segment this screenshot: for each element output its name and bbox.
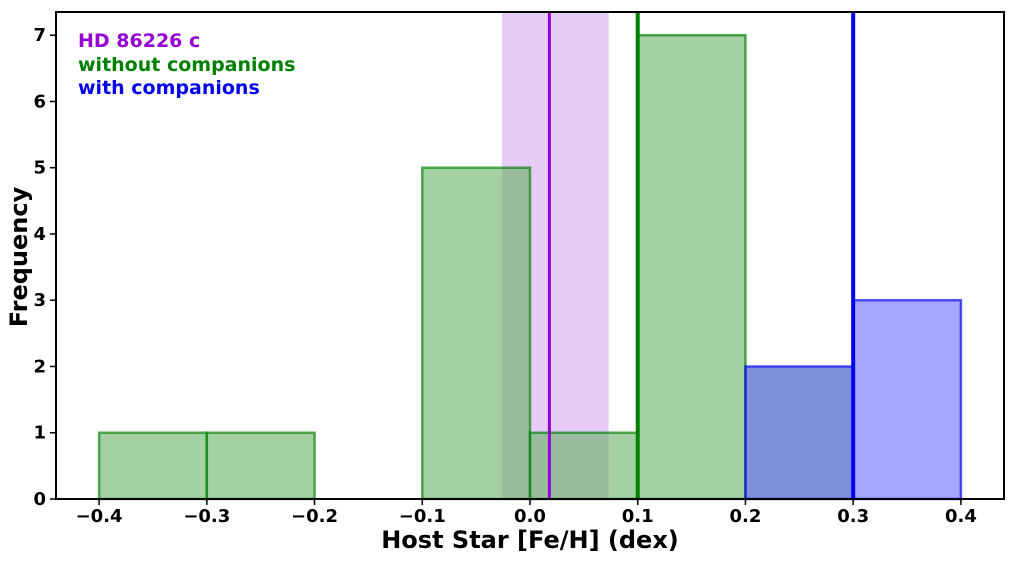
y-tick-label-4: 4 (33, 224, 46, 245)
x-tick-label-5: 0.1 (622, 506, 654, 527)
without-companions-bar-4 (636, 33, 747, 501)
x-tick-label-1: −0.3 (183, 506, 230, 527)
lines-layer (547, 12, 856, 499)
legend-label-target: HD 86226 c (78, 30, 200, 52)
y-tick-label-7: 7 (33, 25, 46, 46)
x-tick-label-4: 0.0 (514, 506, 546, 527)
with-companions-bar-0 (744, 365, 855, 501)
with-companions-bar-1 (851, 298, 963, 501)
x-tick-label-0: −0.4 (76, 506, 123, 527)
bars-layer (97, 33, 963, 501)
axes-layer: −0.4 −0.3 −0.2 −0.1 0.0 0.1 0.2 0.3 0.4 0 1 2 3 4 5 6 7 (33, 11, 1005, 527)
without-companions-bar-0 (97, 431, 209, 501)
y-tick-label-6: 6 (33, 91, 46, 112)
legend: HD 86226 c without companions with compa… (78, 30, 295, 99)
y-tick-label-2: 2 (33, 356, 46, 377)
without-companions-bar-3 (528, 431, 639, 501)
x-tick-label-3: −0.1 (399, 506, 446, 527)
legend-label-with-companions: with companions (78, 77, 260, 99)
legend-label-without-companions: without companions (78, 54, 295, 76)
x-tick-label-7: 0.3 (837, 506, 869, 527)
x-axis-label: Host Star [Fe/H] (dex) (381, 526, 679, 554)
without-companions-bar-1 (205, 431, 316, 501)
without-companions-bar-2 (421, 166, 532, 501)
y-tick-label-0: 0 (33, 489, 46, 510)
y-axis-label: Frequency (5, 186, 33, 327)
x-tick-label-8: 0.4 (945, 506, 977, 527)
x-tick-label-2: −0.2 (291, 506, 338, 527)
x-tick-label-6: 0.2 (730, 506, 762, 527)
y-tick-label-3: 3 (33, 290, 46, 311)
y-tick-label-1: 1 (33, 423, 46, 444)
y-tick-label-5: 5 (33, 158, 46, 179)
